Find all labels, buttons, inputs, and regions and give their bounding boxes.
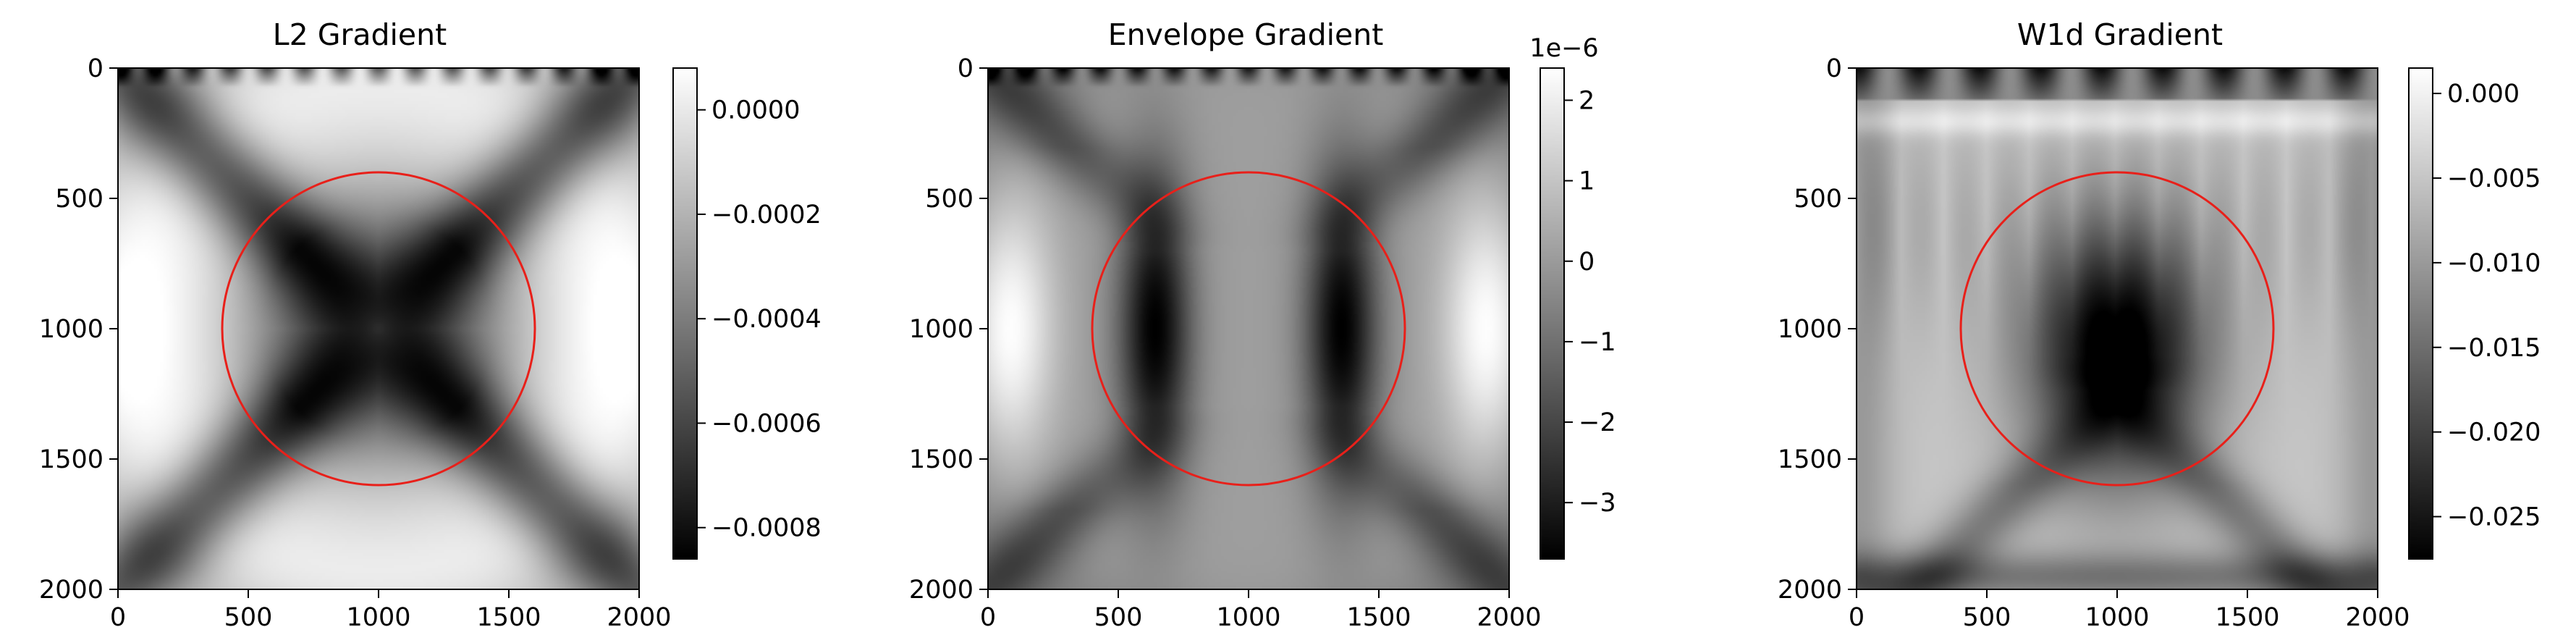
colorbar-tick-label: 0 [1579,248,1595,277]
heatmap-image [118,68,639,589]
colorbar-tick-label: −0.0002 [711,201,822,230]
y-tick-label: 2000 [909,576,974,605]
highlight-circle [1091,171,1406,487]
x-tick-label: 2000 [2345,603,2410,627]
x-tick-label: 0 [980,603,996,627]
highlight-circle [221,171,536,487]
y-tick-label: 2000 [1778,576,1842,605]
colorbar-frame [1540,67,1565,560]
x-tick-label: 1000 [346,603,410,627]
colorbar-tick-label: −0.010 [2447,249,2541,278]
y-tick-label: 0 [88,54,104,83]
colorbar-tick-label: −0.020 [2447,418,2541,447]
colorbar-tick-label: −3 [1579,489,1616,518]
colorbar-multiplier: 1e−6 [1529,34,1598,63]
highlight-circle [1959,171,2275,487]
x-tick-label: 1500 [476,603,541,627]
colorbar-tick-label: −0.005 [2447,164,2541,193]
colorbar-gradient [2409,68,2433,559]
colorbar-tick-label: −0.0004 [711,305,822,334]
y-tick-label: 500 [55,185,104,214]
y-tick-label: 0 [958,54,974,83]
x-tick-label: 500 [224,603,273,627]
heatmap-image [988,68,1509,589]
x-tick-label: 500 [1963,603,2011,627]
y-tick-label: 1500 [1778,445,1842,474]
colorbar-tick-label: −0.0006 [711,409,822,438]
colorbar-tick-label: 0.000 [2447,80,2520,109]
y-tick-label: 500 [925,185,974,214]
x-tick-label: 0 [110,603,126,627]
chart-title: L2 Gradient [273,17,447,52]
y-tick-label: 1500 [909,445,974,474]
colorbar-tick-label: 0.0000 [711,96,800,125]
x-tick-label: 1500 [1346,603,1411,627]
chart-title: Envelope Gradient [1108,17,1384,52]
x-tick-label: 2000 [607,603,671,627]
x-tick-label: 1000 [2085,603,2149,627]
colorbar-tick-label: −0.025 [2447,503,2541,532]
x-tick-label: 500 [1094,603,1143,627]
x-tick-label: 1000 [1216,603,1280,627]
x-tick-label: 2000 [1477,603,1541,627]
colorbar-gradient [673,68,697,559]
colorbar-frame [672,67,698,560]
x-tick-label: 0 [1849,603,1865,627]
colorbar-gradient [1540,68,1564,559]
y-tick-label: 0 [1826,54,1842,83]
y-tick-label: 1000 [1778,315,1842,344]
colorbar-tick-label: −0.0008 [711,514,822,543]
y-tick-label: 1000 [909,315,974,344]
colorbar-tick-label: −0.015 [2447,334,2541,363]
y-tick-label: 1000 [39,315,104,344]
heatmap-image [1857,68,2378,589]
panel-3: W1d Gradient 0 500 1000 1500 2000 0 500 1000 1500… [1778,17,2541,627]
colorbar-tick-label: −2 [1579,408,1616,437]
colorbar-tick-label: 2 [1579,86,1595,115]
colorbar-tick-label: −1 [1579,328,1616,357]
x-tick-label: 1500 [2215,603,2279,627]
colorbar-tick-label: 1 [1579,167,1595,196]
chart-title: W1d Gradient [2017,17,2223,52]
y-tick-label: 2000 [39,576,104,605]
colorbar-frame [2408,67,2433,560]
y-tick-label: 1500 [39,445,104,474]
y-tick-label: 500 [1794,185,1842,214]
